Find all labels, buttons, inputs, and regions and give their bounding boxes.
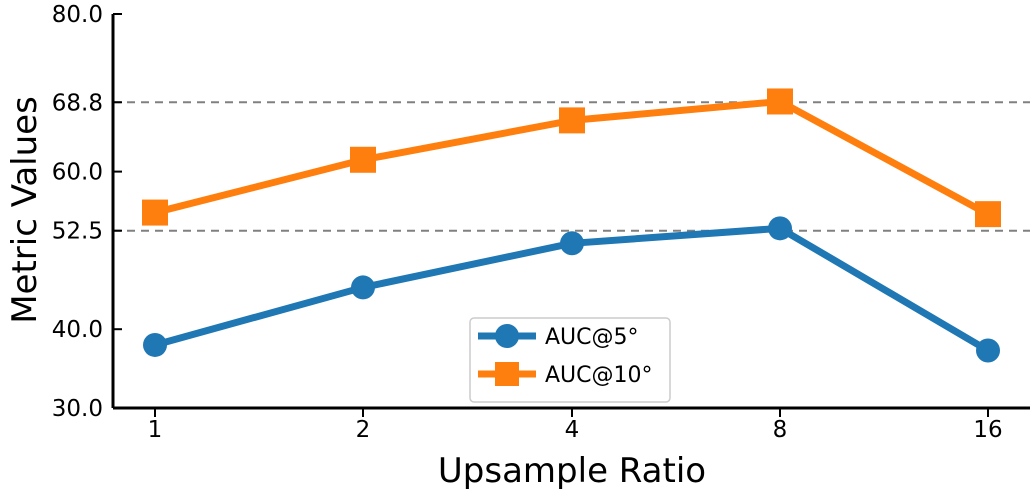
legend-label-auc10: AUC@10° bbox=[545, 363, 653, 388]
data-point-auc5 bbox=[351, 275, 375, 300]
x-tick-label: 4 bbox=[565, 417, 580, 443]
data-point-auc10 bbox=[559, 107, 585, 134]
y-axis-label: Metric Values bbox=[5, 96, 45, 324]
data-point-auc5 bbox=[143, 332, 167, 357]
data-point-auc10 bbox=[350, 146, 376, 173]
series-lines bbox=[142, 88, 1001, 363]
x-tick-label: 8 bbox=[773, 417, 788, 443]
x-tick-label: 16 bbox=[973, 417, 1002, 443]
data-point-auc5 bbox=[768, 216, 792, 241]
legend-marker-auc10 bbox=[495, 362, 519, 386]
y-tick-label: 68.8 bbox=[52, 90, 103, 116]
x-tick-label: 2 bbox=[356, 417, 371, 443]
legend: AUC@5° AUC@10° bbox=[469, 317, 671, 403]
data-point-auc5 bbox=[976, 338, 1000, 363]
legend-marker-auc5 bbox=[495, 324, 519, 348]
x-axis-label: Upsample Ratio bbox=[438, 451, 706, 491]
y-tick-label: 30.0 bbox=[52, 396, 103, 422]
x-ticks: 1 2 4 8 16 bbox=[148, 408, 1003, 443]
y-ticks: 30.0 40.0 52.5 60.0 68.8 80.0 bbox=[52, 2, 122, 422]
y-tick-label: 52.5 bbox=[52, 219, 103, 245]
x-tick-label: 1 bbox=[148, 417, 163, 443]
data-point-auc10 bbox=[142, 199, 168, 226]
y-tick-label: 60.0 bbox=[52, 160, 103, 186]
data-point-auc10 bbox=[975, 201, 1001, 228]
legend-label-auc5: AUC@5° bbox=[545, 325, 639, 350]
data-point-auc5 bbox=[560, 231, 584, 256]
y-tick-label: 80.0 bbox=[52, 2, 103, 28]
y-tick-label: 40.0 bbox=[52, 317, 103, 343]
data-point-auc10 bbox=[767, 88, 793, 115]
